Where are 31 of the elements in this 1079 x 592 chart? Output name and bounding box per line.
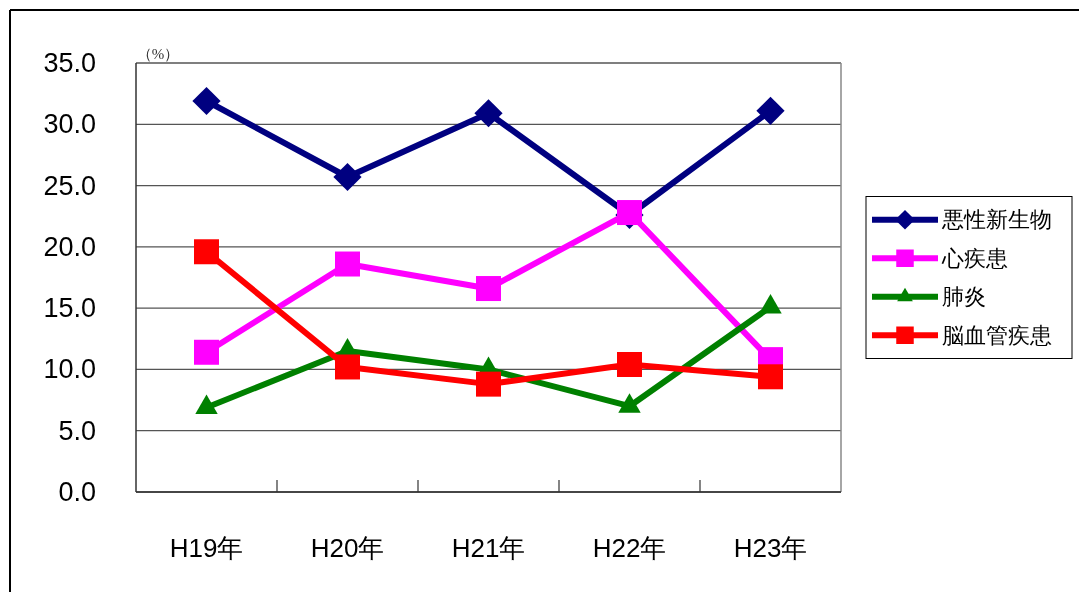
legend-label: 心疾患 bbox=[941, 245, 1008, 271]
x-tick-label: H19年 bbox=[169, 533, 244, 563]
y-tick-label: 25.0 bbox=[43, 170, 96, 201]
legend-label: 悪性新生物 bbox=[941, 207, 1052, 233]
point bbox=[617, 352, 642, 378]
point bbox=[476, 371, 501, 397]
y-tick-label: 10.0 bbox=[43, 354, 96, 385]
point bbox=[335, 251, 360, 277]
legend-label: 脳血管疾患 bbox=[942, 322, 1052, 348]
x-tick-label: H21年 bbox=[451, 533, 526, 563]
y-tick-label: 30.0 bbox=[43, 109, 96, 140]
y-tick-label: 0.0 bbox=[58, 477, 96, 507]
y-tick-label: 35.0 bbox=[43, 48, 96, 78]
legend-label: 肺炎 bbox=[942, 284, 986, 310]
y-axis-title: （%） bbox=[136, 46, 180, 62]
point bbox=[474, 99, 503, 128]
point bbox=[476, 276, 501, 302]
x-tick-label: H23年 bbox=[733, 533, 808, 563]
point bbox=[756, 96, 785, 125]
point bbox=[758, 364, 783, 390]
point bbox=[194, 339, 219, 365]
point bbox=[333, 162, 362, 192]
y-tick-label: 15.0 bbox=[43, 293, 96, 324]
point bbox=[194, 239, 219, 265]
x-tick-label: H22年 bbox=[592, 533, 667, 563]
point bbox=[617, 200, 642, 226]
x-tick-label: H20年 bbox=[310, 533, 385, 563]
y-tick-label: 20.0 bbox=[43, 231, 96, 262]
point bbox=[335, 354, 360, 380]
point bbox=[192, 86, 221, 116]
y-tick-label: 5.0 bbox=[58, 415, 96, 446]
